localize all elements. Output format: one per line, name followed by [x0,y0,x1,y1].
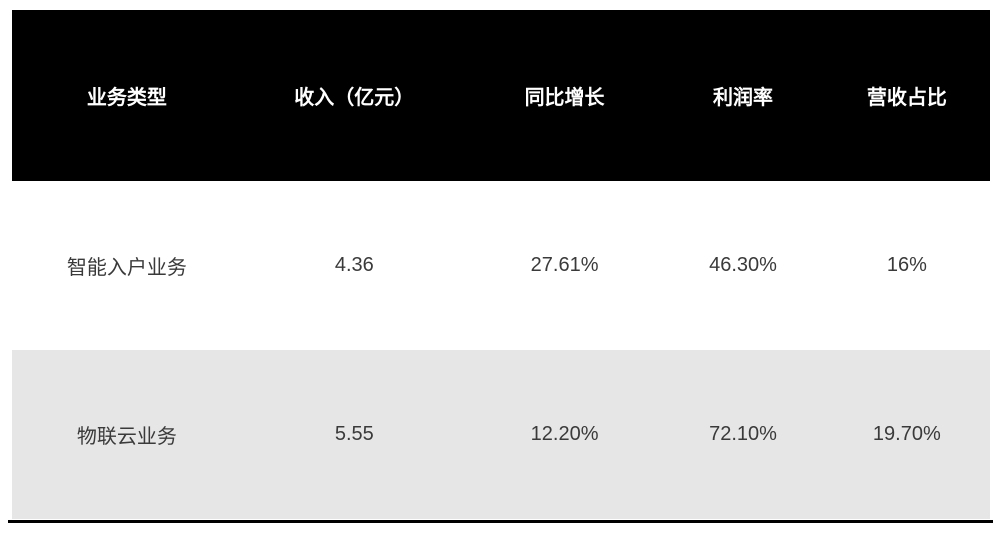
header-cell-revenue-share: 营收占比 [866,87,947,109]
cell-profit-margin: 72.10% [709,423,777,445]
cell-yoy-growth: 12.20% [530,423,599,445]
table-row-iot-cloud: 物联云业务 5.55 12.20% 72.10% 19.70% [12,350,990,519]
cell-revenue: 4.36 [334,254,374,276]
cell-revenue-share: 19.70% [872,423,941,445]
table-header-row: 业务类型 收入（亿元） 同比增长 利润率 营收占比 [12,10,990,181]
business-data-table: 业务类型 收入（亿元） 同比增长 利润率 营收占比 智能入户业务 4.36 27… [12,10,990,519]
header-cell-profit-margin: 利润率 [713,87,774,109]
cell-profit-margin: 46.30% [709,254,777,276]
table-row-smart-entry: 智能入户业务 4.36 27.61% 46.30% 16% [12,181,990,350]
cell-revenue-share: 16% [886,254,927,276]
cell-business-type: 智能入户业务 [66,257,187,279]
header-cell-revenue: 收入（亿元） [294,87,415,109]
header-cell-yoy-growth: 同比增长 [524,87,605,109]
cell-yoy-growth: 27.61% [530,254,599,276]
header-cell-business-type: 业务类型 [86,87,167,109]
cell-revenue: 5.55 [334,423,374,445]
cell-business-type: 物联云业务 [76,426,177,448]
table-bottom-border [8,520,993,523]
